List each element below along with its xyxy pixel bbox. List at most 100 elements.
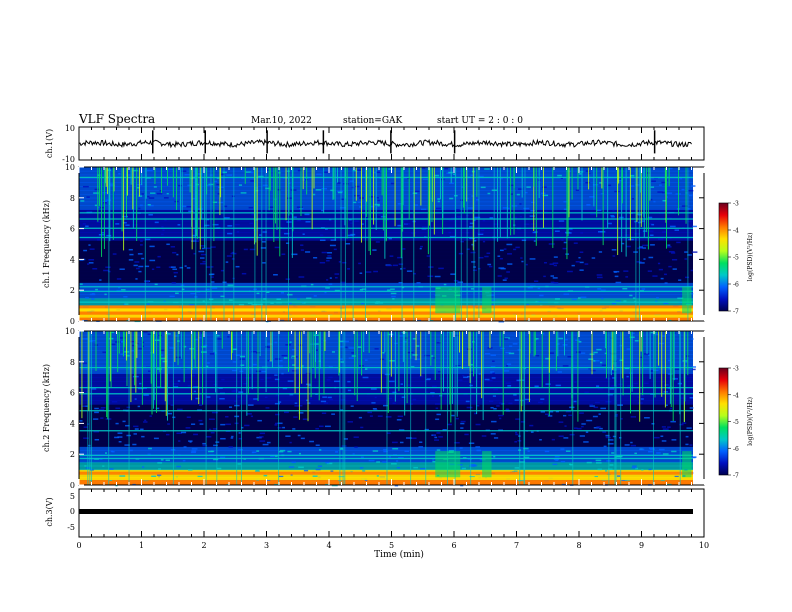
spectrogram-sferic [166, 167, 168, 186]
spectrogram-sferic [81, 331, 83, 419]
spectrogram-cell [499, 402, 503, 404]
spectrogram-cell [594, 475, 599, 478]
spectrogram-sferic [151, 331, 153, 415]
spectrogram-band-15 [79, 259, 693, 264]
spectrogram-cell [238, 432, 241, 434]
spectrogram-cell [177, 380, 181, 382]
spectrogram-cell [468, 442, 475, 444]
spectrogram-cell [282, 426, 286, 429]
spectrogram-streak [344, 167, 346, 321]
spectrogram-sferic [463, 167, 465, 214]
spectrogram-cell [603, 445, 607, 448]
spectrogram-cell [149, 259, 156, 262]
spectrogram-cell [475, 423, 481, 426]
spectrogram-sferic [390, 331, 392, 377]
spectrogram-cell [469, 463, 476, 466]
spectrogram-cell [612, 209, 615, 212]
spectrogram-cell [246, 413, 252, 415]
spectrogram-sferic [180, 331, 182, 359]
spectrogram-sferic [307, 331, 309, 422]
spectrogram-cell [597, 468, 602, 471]
spectrogram-cell [298, 404, 303, 407]
spectrogram-cell [96, 221, 102, 223]
spectrogram-cell [188, 440, 193, 442]
spectrogram-cell [216, 183, 220, 186]
spectrogram-burst-2 [682, 451, 692, 478]
spectrogram-cell [298, 344, 303, 346]
spectrogram-cell [386, 264, 393, 267]
spectrogram-cell [167, 412, 173, 415]
spectrogram-cell [274, 455, 278, 457]
spectrogram-cell [186, 205, 193, 208]
spectrogram-cell [144, 265, 150, 268]
spectrogram-cell [667, 426, 671, 428]
spectrogram-cell [182, 459, 186, 462]
spectrogram-cell [592, 415, 598, 418]
spectrogram-cell [490, 433, 496, 435]
spectrogram-cell [81, 405, 86, 407]
spectrogram-cell [275, 413, 280, 416]
spectrogram-cell [360, 426, 364, 429]
spectrogram-cell [563, 208, 568, 210]
spectrogram-cell [303, 469, 309, 472]
spectrogram-cell [626, 348, 631, 350]
spectrogram-sferic [344, 167, 346, 226]
spectrogram-cell [473, 266, 476, 268]
spectrogram-cell [407, 384, 411, 386]
spectrogram-cell [563, 437, 569, 439]
spectrogram-sferic [687, 331, 689, 376]
spectrogram-cell [533, 240, 536, 242]
spectrogram-burst-2 [682, 287, 692, 314]
spectrogram-cell [183, 345, 187, 348]
spectrogram-cell [227, 225, 233, 227]
spectrogram-streak [410, 331, 412, 485]
spectrogram-cell [298, 276, 305, 278]
spectrogram-cell [312, 475, 318, 477]
ch1-spectrogram-channel-label: ch.1 Frequency (kHz) [42, 200, 51, 288]
spectrogram-sferic [381, 167, 383, 196]
spectrogram-sferic [123, 167, 125, 251]
spectrogram-cell [118, 441, 122, 443]
spectrogram-cell [560, 448, 565, 450]
spectrogram-cell [639, 448, 645, 451]
spectrogram-cell [274, 402, 280, 405]
spectrogram-cell [475, 198, 479, 201]
spectrogram-cell [644, 417, 650, 419]
spectrogram-sferic [105, 167, 107, 184]
spectrogram-cell [197, 173, 203, 175]
ch1-waveform-line [78, 138, 692, 149]
spectrogram-cell [688, 189, 694, 192]
spectrogram-sferic [420, 167, 422, 206]
spectrogram-sferic [538, 167, 540, 199]
spectrogram-cell [100, 407, 106, 409]
spectrogram-cell [648, 468, 652, 471]
spectrogram-cell [293, 416, 298, 418]
spectrogram-cell [115, 407, 121, 410]
spectrogram-cell [79, 259, 84, 261]
spectrogram-sferic [301, 331, 303, 384]
spectrogram-band-26 [79, 381, 693, 386]
spectrogram-sferic [567, 167, 569, 237]
spectrogram-cell [347, 234, 354, 237]
spectrogram-cell [486, 252, 491, 255]
spectrogram-cell [256, 292, 260, 295]
spectrogram-cell [647, 354, 650, 356]
spectrogram-cell [296, 298, 300, 300]
spectrogram-cell [469, 222, 475, 225]
spectrogram-cell [228, 299, 233, 301]
spectrogram-cell [288, 302, 292, 304]
spectrogram-cell [365, 271, 372, 273]
ytick-label-0: 0 [70, 481, 75, 490]
spectrogram-cell [205, 266, 211, 268]
spectrogram-cell [397, 415, 404, 418]
spectrogram-cell [394, 342, 398, 345]
spectrogram-cell [172, 251, 177, 254]
spectrogram-sferic [99, 167, 101, 207]
spectrogram-sferic [199, 167, 201, 250]
spectrogram-cell [553, 256, 558, 258]
spectrogram-sferic [373, 167, 375, 225]
spectrogram-cell [326, 462, 333, 465]
spectrogram-cell [552, 463, 558, 466]
spectrogram-sferic [221, 331, 223, 349]
spectrogram-sferic [134, 331, 136, 386]
